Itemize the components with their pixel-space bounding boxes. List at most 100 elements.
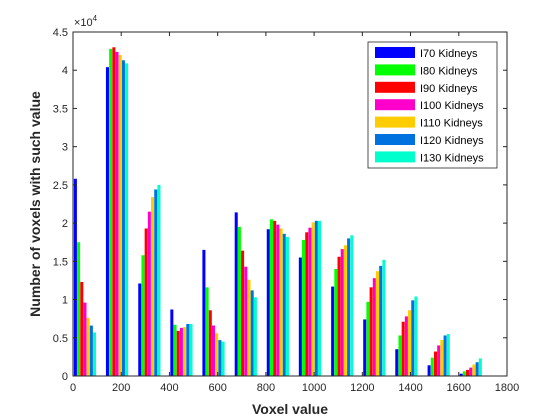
x-tick-label: 1800 bbox=[495, 382, 519, 394]
bar bbox=[408, 310, 412, 376]
bar bbox=[433, 351, 437, 376]
bar bbox=[279, 228, 283, 376]
bar bbox=[411, 300, 415, 376]
bar bbox=[211, 325, 215, 376]
bar bbox=[363, 319, 367, 376]
legend-entry-label: I90 Kidneys bbox=[420, 83, 478, 95]
bar bbox=[437, 345, 441, 376]
bar bbox=[475, 362, 479, 376]
bar bbox=[446, 333, 450, 376]
bar bbox=[340, 249, 344, 376]
bar bbox=[350, 235, 354, 376]
x-tick-label: 600 bbox=[208, 382, 226, 394]
bar bbox=[276, 224, 280, 376]
bar bbox=[173, 324, 177, 376]
bar bbox=[218, 340, 222, 376]
legend-entry-label: I130 Kidneys bbox=[420, 152, 484, 164]
bar bbox=[314, 220, 318, 376]
bar-series-group bbox=[73, 47, 482, 377]
bar bbox=[401, 321, 405, 376]
legend-entry-label: I80 Kidneys bbox=[420, 65, 478, 77]
bar bbox=[379, 265, 383, 376]
bar bbox=[318, 220, 322, 376]
x-tick-label: 1000 bbox=[302, 382, 326, 394]
bar bbox=[221, 341, 225, 376]
bar bbox=[170, 309, 174, 376]
bar bbox=[109, 48, 113, 376]
legend-entry-label: I100 Kidneys bbox=[420, 100, 484, 112]
bar bbox=[115, 51, 119, 376]
y-tick-label: 0 bbox=[62, 371, 68, 383]
bar bbox=[347, 238, 351, 376]
bar bbox=[89, 325, 93, 376]
bar bbox=[382, 259, 386, 376]
bar bbox=[466, 369, 470, 376]
bar bbox=[337, 256, 341, 376]
chart-legend: I70 Kidneys I80 Kidneys I90 Kidneys I100 Ki… bbox=[367, 41, 498, 169]
bar bbox=[331, 286, 335, 376]
bar bbox=[305, 232, 309, 376]
bar bbox=[366, 301, 370, 376]
bar bbox=[141, 255, 145, 376]
bar bbox=[375, 271, 380, 376]
bar bbox=[414, 296, 418, 376]
bar bbox=[302, 239, 306, 376]
x-axis-label: Voxel value bbox=[252, 401, 328, 417]
y-tick-label: 4 bbox=[62, 65, 68, 77]
y-tick-label: 0.5 bbox=[53, 333, 68, 345]
y-tick-label: 2 bbox=[62, 218, 68, 230]
bar bbox=[237, 226, 241, 376]
bar bbox=[241, 250, 245, 376]
bar bbox=[372, 278, 376, 376]
bar bbox=[298, 257, 302, 376]
bar bbox=[86, 317, 90, 376]
bar bbox=[269, 219, 273, 376]
legend-swatch bbox=[375, 134, 415, 145]
bar bbox=[459, 373, 463, 376]
bar bbox=[179, 327, 183, 376]
y-tick-label: 4.5 bbox=[53, 27, 68, 39]
bar bbox=[105, 67, 109, 376]
legend-swatch bbox=[375, 81, 415, 93]
bar bbox=[205, 287, 209, 376]
bar bbox=[440, 340, 444, 376]
bar bbox=[125, 63, 129, 377]
y-tick-label: 1 bbox=[62, 295, 68, 307]
bar bbox=[311, 222, 315, 376]
bar bbox=[343, 245, 347, 376]
legend-entry-label: I110 Kidneys bbox=[420, 118, 483, 130]
axes-group bbox=[72, 31, 508, 377]
bar bbox=[273, 220, 277, 376]
bar bbox=[234, 212, 238, 376]
bar bbox=[472, 364, 476, 376]
bar bbox=[404, 316, 408, 376]
legend-swatch bbox=[375, 99, 415, 111]
legend-swatch bbox=[375, 64, 415, 76]
bar bbox=[186, 324, 190, 376]
bar bbox=[369, 287, 373, 376]
x-tick-label: 200 bbox=[112, 382, 130, 394]
bar bbox=[266, 229, 270, 376]
bar bbox=[176, 330, 180, 376]
legend-swatch bbox=[375, 47, 415, 58]
x-tick-label: 1200 bbox=[350, 382, 374, 394]
bar bbox=[430, 357, 434, 376]
bar bbox=[144, 228, 148, 376]
bar bbox=[478, 358, 482, 376]
bar bbox=[427, 365, 431, 376]
x-tick-label: 0 bbox=[70, 382, 76, 394]
y-tick-label: 3 bbox=[62, 142, 68, 154]
bar bbox=[83, 302, 87, 376]
x-tick-label: 1600 bbox=[447, 382, 471, 394]
bar bbox=[157, 184, 161, 376]
legend-swatch bbox=[375, 151, 415, 163]
bar bbox=[215, 333, 219, 376]
y-tick-label: 1.5 bbox=[53, 256, 68, 268]
bar bbox=[183, 327, 187, 376]
legend-entry-label: I120 Kidneys bbox=[420, 135, 484, 147]
bar bbox=[334, 268, 338, 376]
bar bbox=[208, 310, 212, 376]
y-axis-multiplier: ×104 bbox=[74, 14, 98, 29]
bar bbox=[398, 335, 402, 376]
